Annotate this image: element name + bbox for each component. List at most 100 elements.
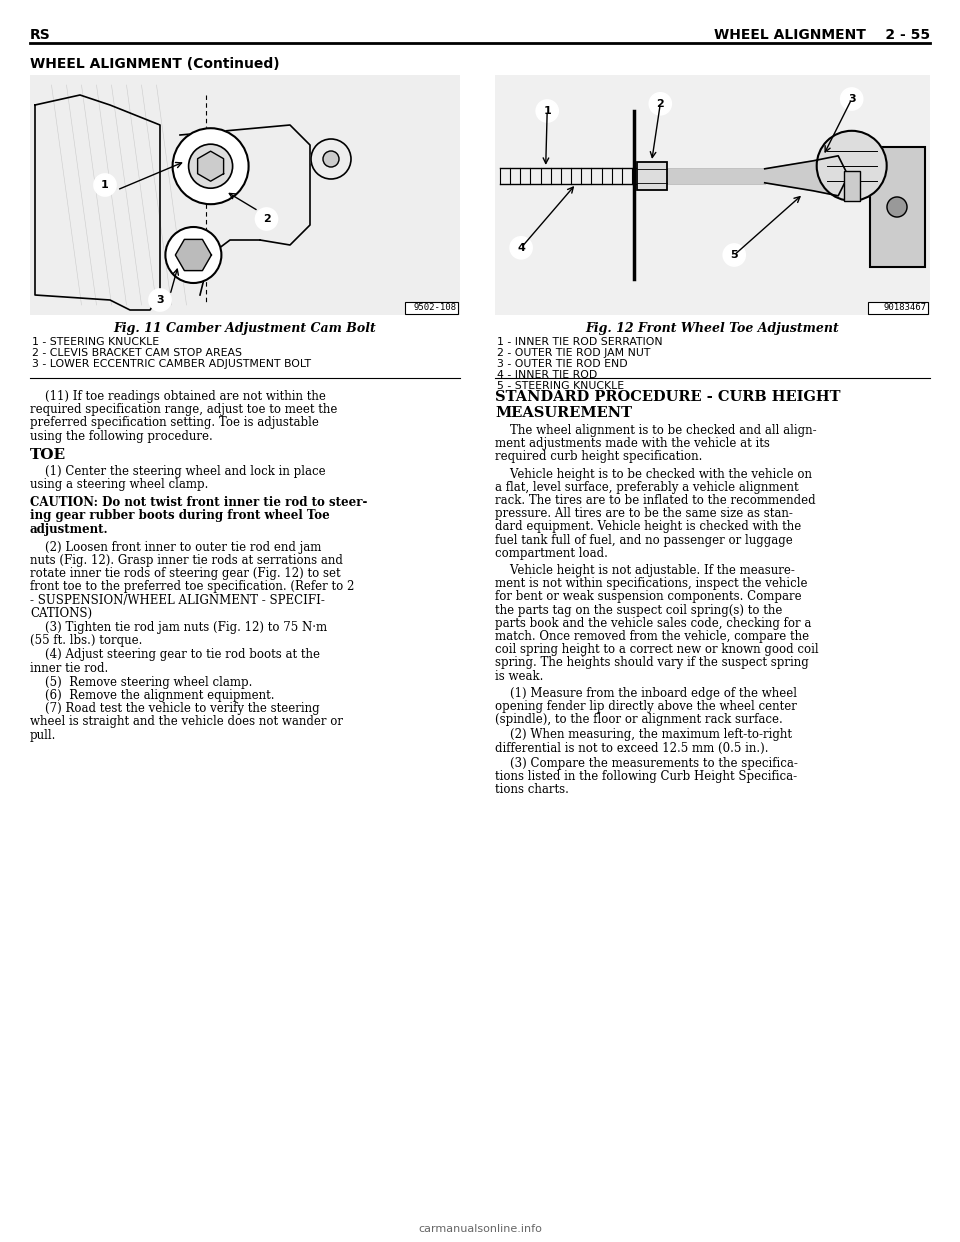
Polygon shape (176, 240, 211, 271)
Text: (3) Compare the measurements to the specifica-: (3) Compare the measurements to the spec… (495, 756, 798, 770)
Circle shape (165, 227, 222, 283)
Text: ing gear rubber boots during front wheel Toe: ing gear rubber boots during front wheel… (30, 509, 329, 523)
Text: (2) Loosen front inner to outer tie rod end jam: (2) Loosen front inner to outer tie rod … (30, 540, 322, 554)
Circle shape (255, 207, 277, 230)
Text: 3 - OUTER TIE ROD END: 3 - OUTER TIE ROD END (497, 359, 628, 369)
Text: (1) Center the steering wheel and lock in place: (1) Center the steering wheel and lock i… (30, 465, 325, 478)
Text: (5)  Remove steering wheel clamp.: (5) Remove steering wheel clamp. (30, 676, 252, 689)
Text: (2) When measuring, the maximum left-to-right: (2) When measuring, the maximum left-to-… (495, 728, 792, 741)
Text: 2: 2 (657, 99, 664, 109)
Bar (868, 302, 928, 314)
Text: Vehicle height is to be checked with the vehicle on: Vehicle height is to be checked with the… (495, 467, 812, 481)
Text: required curb height specification.: required curb height specification. (495, 451, 703, 463)
Text: 3 - LOWER ECCENTRIC CAMBER ADJUSTMENT BOLT: 3 - LOWER ECCENTRIC CAMBER ADJUSTMENT BO… (32, 359, 311, 369)
Circle shape (841, 88, 863, 111)
Text: (4) Adjust steering gear to tie rod boots at the: (4) Adjust steering gear to tie rod boot… (30, 648, 320, 662)
Circle shape (323, 152, 339, 166)
Text: for bent or weak suspension components. Compare: for bent or weak suspension components. … (495, 590, 802, 604)
Circle shape (188, 144, 232, 189)
Bar (844, 171, 860, 201)
Text: 4: 4 (517, 242, 525, 253)
Circle shape (817, 130, 887, 201)
Circle shape (537, 101, 558, 122)
Text: pressure. All tires are to be the same size as stan-: pressure. All tires are to be the same s… (495, 507, 793, 520)
Text: ment is not within specifications, inspect the vehicle: ment is not within specifications, inspe… (495, 578, 807, 590)
Polygon shape (666, 169, 765, 183)
Text: the parts tag on the suspect coil spring(s) to the: the parts tag on the suspect coil spring… (495, 604, 782, 616)
Text: (55 ft. lbs.) torque.: (55 ft. lbs.) torque. (30, 635, 142, 647)
Text: parts book and the vehicle sales code, checking for a: parts book and the vehicle sales code, c… (495, 617, 811, 630)
Text: dard equipment. Vehicle height is checked with the: dard equipment. Vehicle height is checke… (495, 520, 802, 533)
Bar (870, 147, 925, 267)
Text: (11) If toe readings obtained are not within the: (11) If toe readings obtained are not wi… (30, 390, 325, 402)
Text: 1 - INNER TIE ROD SERRATION: 1 - INNER TIE ROD SERRATION (497, 337, 662, 347)
Text: (7) Road test the vehicle to verify the steering: (7) Road test the vehicle to verify the … (30, 702, 320, 715)
Text: WHEEL ALIGNMENT    2 - 55: WHEEL ALIGNMENT 2 - 55 (714, 29, 930, 42)
Text: 5: 5 (731, 250, 738, 260)
Text: TOE: TOE (30, 448, 66, 462)
Text: nuts (Fig. 12). Grasp inner tie rods at serrations and: nuts (Fig. 12). Grasp inner tie rods at … (30, 554, 343, 568)
Text: CATIONS): CATIONS) (30, 607, 92, 620)
Text: tions charts.: tions charts. (495, 784, 569, 796)
Text: CAUTION: Do not twist front inner tie rod to steer-: CAUTION: Do not twist front inner tie ro… (30, 497, 368, 509)
Text: using the following procedure.: using the following procedure. (30, 430, 213, 442)
Text: tions listed in the following Curb Height Specifica-: tions listed in the following Curb Heigh… (495, 770, 797, 782)
Bar (405, 302, 458, 314)
Text: coil spring height to a correct new or known good coil: coil spring height to a correct new or k… (495, 643, 819, 656)
Text: (3) Tighten tie rod jam nuts (Fig. 12) to 75 N·m: (3) Tighten tie rod jam nuts (Fig. 12) t… (30, 621, 327, 633)
Text: 9502-108: 9502-108 (414, 303, 457, 312)
Text: 3: 3 (156, 296, 164, 306)
Text: compartment load.: compartment load. (495, 546, 608, 560)
Circle shape (649, 93, 671, 114)
Text: 2: 2 (263, 214, 271, 224)
Text: wheel is straight and the vehicle does not wander or: wheel is straight and the vehicle does n… (30, 715, 343, 728)
Text: RS: RS (30, 29, 51, 42)
Polygon shape (198, 152, 224, 181)
Text: 1 - STEERING KNUCKLE: 1 - STEERING KNUCKLE (32, 337, 159, 347)
Text: (spindle), to the floor or alignment rack surface.: (spindle), to the floor or alignment rac… (495, 713, 782, 727)
Text: (1) Measure from the inboard edge of the wheel: (1) Measure from the inboard edge of the… (495, 687, 797, 699)
Text: required specification range, adjust toe to meet the: required specification range, adjust toe… (30, 404, 337, 416)
Text: rack. The tires are to be inflated to the recommended: rack. The tires are to be inflated to th… (495, 494, 816, 507)
Text: The wheel alignment is to be checked and all align-: The wheel alignment is to be checked and… (495, 424, 817, 437)
Text: 4 - INNER TIE ROD: 4 - INNER TIE ROD (497, 370, 597, 380)
Text: carmanualsonline.info: carmanualsonline.info (418, 1225, 542, 1235)
Text: front toe to the preferred toe specification. (Refer to 2: front toe to the preferred toe specifica… (30, 580, 354, 594)
Text: Fig. 11 Camber Adjustment Cam Bolt: Fig. 11 Camber Adjustment Cam Bolt (113, 322, 376, 335)
Text: is weak.: is weak. (495, 669, 543, 683)
Text: opening fender lip directly above the wheel center: opening fender lip directly above the wh… (495, 700, 797, 713)
Text: 1: 1 (543, 106, 551, 116)
Text: a flat, level surface, preferably a vehicle alignment: a flat, level surface, preferably a vehi… (495, 481, 799, 494)
Text: 90183467: 90183467 (884, 303, 927, 312)
Text: MEASUREMENT: MEASUREMENT (495, 406, 632, 420)
Text: differential is not to exceed 12.5 mm (0.5 in.).: differential is not to exceed 12.5 mm (0… (495, 741, 769, 755)
Text: 1: 1 (101, 180, 108, 190)
Text: (6)  Remove the alignment equipment.: (6) Remove the alignment equipment. (30, 689, 275, 702)
Circle shape (723, 243, 745, 266)
Circle shape (510, 237, 532, 258)
Text: using a steering wheel clamp.: using a steering wheel clamp. (30, 478, 208, 491)
Text: 3: 3 (848, 94, 855, 104)
Text: Fig. 12 Front Wheel Toe Adjustment: Fig. 12 Front Wheel Toe Adjustment (586, 322, 839, 335)
Bar (636, 161, 666, 190)
Text: 2 - CLEVIS BRACKET CAM STOP AREAS: 2 - CLEVIS BRACKET CAM STOP AREAS (32, 348, 242, 358)
Text: adjustment.: adjustment. (30, 523, 108, 535)
Text: rotate inner tie rods of steering gear (Fig. 12) to set: rotate inner tie rods of steering gear (… (30, 568, 341, 580)
Circle shape (173, 128, 249, 204)
Text: Vehicle height is not adjustable. If the measure-: Vehicle height is not adjustable. If the… (495, 564, 795, 578)
Text: pull.: pull. (30, 729, 57, 741)
Text: - SUSPENSION/WHEEL ALIGNMENT - SPECIFI-: - SUSPENSION/WHEEL ALIGNMENT - SPECIFI- (30, 594, 324, 606)
Text: ment adjustments made with the vehicle at its: ment adjustments made with the vehicle a… (495, 437, 770, 450)
Text: 5 - STEERING KNUCKLE: 5 - STEERING KNUCKLE (497, 381, 624, 391)
Text: fuel tank full of fuel, and no passenger or luggage: fuel tank full of fuel, and no passenger… (495, 534, 793, 546)
Bar (30, 75, 460, 315)
Circle shape (149, 289, 171, 310)
Text: inner tie rod.: inner tie rod. (30, 662, 108, 674)
Text: STANDARD PROCEDURE - CURB HEIGHT: STANDARD PROCEDURE - CURB HEIGHT (495, 390, 841, 404)
Text: spring. The heights should vary if the suspect spring: spring. The heights should vary if the s… (495, 657, 808, 669)
Text: preferred specification setting. Toe is adjustable: preferred specification setting. Toe is … (30, 416, 319, 430)
Bar (495, 75, 930, 315)
Polygon shape (765, 155, 849, 196)
Circle shape (887, 197, 907, 217)
Circle shape (94, 174, 116, 196)
